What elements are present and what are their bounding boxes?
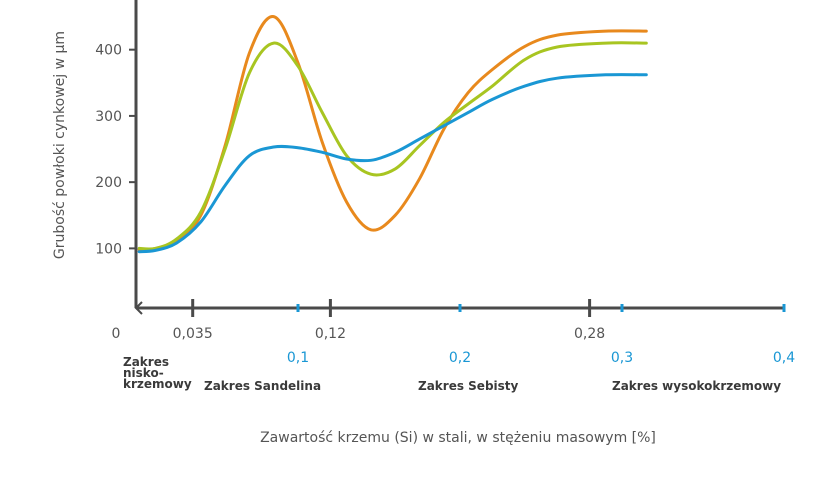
- zone-label: Zakres Sebisty: [418, 379, 519, 393]
- x-tick-label-dark: 0,12: [315, 326, 346, 342]
- axes: [129, 0, 786, 317]
- series-line-2: [137, 41, 648, 251]
- labels: 100 200 300 400 0 0,035 0,12 0,28 0,1 0,2 0,3 0,4 Za…: [95, 43, 795, 393]
- x-tick-label-dark: 0: [112, 326, 121, 342]
- zone-label: nisko-: [123, 366, 164, 380]
- zone-label: Zakres: [123, 355, 169, 369]
- origin-marker: [134, 301, 143, 315]
- zone-label: Zakres wysokokrzemowy: [612, 379, 781, 393]
- x-tick-label-blue: 0,4: [773, 350, 795, 366]
- series-line-3: [137, 73, 648, 254]
- y-axis-title: Grubość powłoki cynkowej w µm: [52, 31, 68, 259]
- x-tick-label-blue: 0,1: [287, 350, 309, 366]
- x-tick-label-blue: 0,2: [449, 350, 471, 366]
- x-axis-title: Zawartość krzemu (Si) w stali, w stężeni…: [260, 430, 656, 446]
- series-layer: [137, 15, 648, 254]
- x-tick-label-blue: 0,3: [611, 350, 633, 366]
- y-tick-label: 400: [95, 43, 122, 59]
- y-tick-label: 100: [95, 241, 122, 257]
- y-tick-label: 200: [95, 175, 122, 191]
- series-line-1: [137, 15, 648, 252]
- y-tick-label: 300: [95, 109, 122, 125]
- zone-label: Zakres Sandelina: [204, 379, 321, 393]
- x-tick-label-dark: 0,28: [574, 326, 605, 342]
- x-tick-label-dark: 0,035: [173, 326, 213, 342]
- zone-label: krzemowy: [123, 377, 192, 391]
